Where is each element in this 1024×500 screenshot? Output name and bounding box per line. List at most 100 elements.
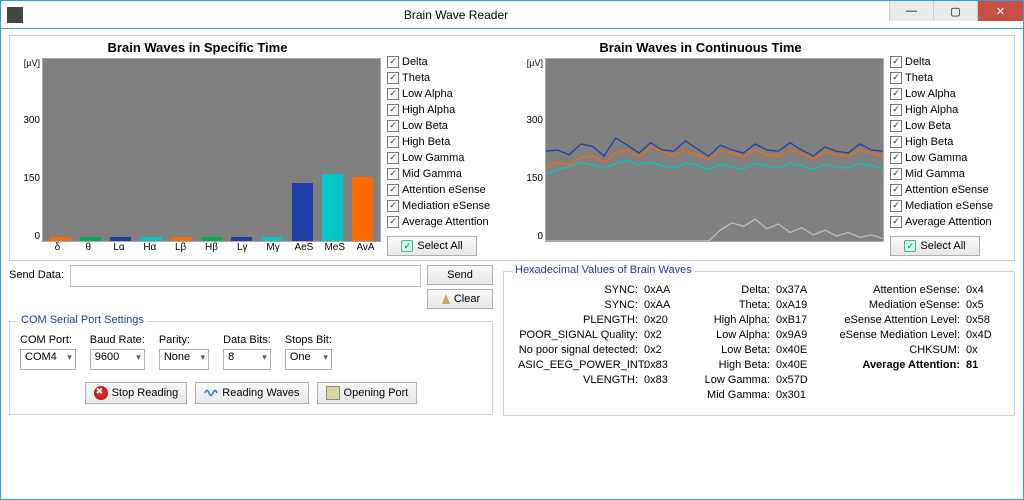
checkbox-icon[interactable] <box>387 216 399 228</box>
checkbox-icon[interactable] <box>387 168 399 180</box>
select-comport[interactable]: COM4 <box>20 349 76 370</box>
checkbox-icon[interactable] <box>387 88 399 100</box>
checkbox-icon[interactable] <box>890 136 902 148</box>
legend-item-low-beta[interactable]: Low Beta <box>890 118 1010 133</box>
chart2-title: Brain Waves in Continuous Time <box>517 40 884 58</box>
legend-item-mediation-esense[interactable]: Mediation eSense <box>890 198 1010 213</box>
reading-waves-button[interactable]: Reading Waves <box>195 382 308 404</box>
legend-item-high-alpha[interactable]: High Alpha <box>890 102 1010 117</box>
legend-label: Mediation eSense <box>402 200 490 212</box>
opening-port-button[interactable]: Opening Port <box>317 382 418 404</box>
legend-label: High Beta <box>402 136 450 148</box>
send-input[interactable] <box>70 265 421 287</box>
checkbox-icon[interactable] <box>387 184 399 196</box>
bar-θ <box>80 237 101 241</box>
window-title: Brain Wave Reader <box>23 8 889 22</box>
clear-button[interactable]: Clear <box>427 289 493 309</box>
hex-row: VLENGTH:0x83 <box>518 374 678 386</box>
send-label: Send Data: <box>9 265 64 281</box>
legend-item-mediation-esense[interactable]: Mediation eSense <box>387 198 507 213</box>
select-databits[interactable]: 8 <box>223 349 271 370</box>
bar-Lα <box>110 237 131 241</box>
legend-item-attention-esense[interactable]: Attention eSense <box>890 182 1010 197</box>
legend-label: Mid Gamma <box>905 168 965 180</box>
field-label: Data Bits: <box>223 334 271 346</box>
stop-reading-button[interactable]: Stop Reading <box>85 382 188 404</box>
hex-row: Mid Gamma:0x301 <box>696 389 810 401</box>
hex-row: No poor signal detected:0x2 <box>518 344 678 356</box>
hex-row: PLENGTH:0x20 <box>518 314 678 326</box>
checkbox-icon[interactable] <box>387 136 399 148</box>
checkbox-icon[interactable] <box>890 88 902 100</box>
bar-Lβ <box>171 237 192 241</box>
hex-row: Low Gamma:0x57D <box>696 374 810 386</box>
app-window: Brain Wave Reader — ▢ ✕ Brain Waves in S… <box>0 0 1024 500</box>
select-all-button[interactable]: Select All <box>890 236 980 256</box>
legend-item-average-attention[interactable]: Average Attention <box>387 214 507 229</box>
select-baudrate[interactable]: 9600 <box>90 349 145 370</box>
chart2-plot <box>545 58 884 242</box>
legend-item-theta[interactable]: Theta <box>890 70 1010 85</box>
checkbox-icon[interactable] <box>890 184 902 196</box>
field-label: COM Port: <box>20 334 76 346</box>
legend-label: Attention eSense <box>402 184 486 196</box>
checkbox-icon[interactable] <box>890 216 902 228</box>
legend-label: High Beta <box>905 136 953 148</box>
chart2-xaxis <box>545 242 884 256</box>
field-label: Stops Bit: <box>285 334 332 346</box>
legend-item-delta[interactable]: Delta <box>387 54 507 69</box>
field-label: Baud Rate: <box>90 334 145 346</box>
hex-row: Theta:0xA19 <box>696 299 810 311</box>
select-all-button[interactable]: Select All <box>387 236 477 256</box>
send-button[interactable]: Send <box>427 265 493 285</box>
legend-item-low-alpha[interactable]: Low Alpha <box>387 86 507 101</box>
checkbox-icon[interactable] <box>387 56 399 68</box>
checkbox-icon[interactable] <box>387 104 399 116</box>
check-icon <box>904 240 916 252</box>
checkbox-icon[interactable] <box>890 72 902 84</box>
chart1-xaxis: δθLαHαLβHβLγMγAeSMeSAvA <box>42 242 381 256</box>
minimize-button[interactable]: — <box>889 1 933 21</box>
legend-item-delta[interactable]: Delta <box>890 54 1010 69</box>
legend-item-average-attention[interactable]: Average Attention <box>890 214 1010 229</box>
chart2-yaxis: [µV] 300 150 0 <box>517 58 545 256</box>
maximize-button[interactable]: ▢ <box>933 1 977 21</box>
field-label: Parity: <box>159 334 209 346</box>
chart1-title: Brain Waves in Specific Time <box>14 40 381 58</box>
select-stopsbit[interactable]: One <box>285 349 332 370</box>
checkbox-icon[interactable] <box>890 104 902 116</box>
checkbox-icon[interactable] <box>387 152 399 164</box>
checkbox-icon[interactable] <box>890 200 902 212</box>
checkbox-icon[interactable] <box>890 120 902 132</box>
legend-item-high-beta[interactable]: High Beta <box>387 134 507 149</box>
chart-continuous-panel: Brain Waves in Continuous Time [µV] 300 … <box>517 40 1010 256</box>
legend-item-low-alpha[interactable]: Low Alpha <box>890 86 1010 101</box>
legend-item-high-alpha[interactable]: High Alpha <box>387 102 507 117</box>
checkbox-icon[interactable] <box>387 72 399 84</box>
legend-item-high-beta[interactable]: High Beta <box>890 134 1010 149</box>
select-parity[interactable]: None <box>159 349 209 370</box>
checkbox-icon[interactable] <box>387 200 399 212</box>
checkbox-icon[interactable] <box>890 168 902 180</box>
legend-label: Mid Gamma <box>402 168 462 180</box>
checkbox-icon[interactable] <box>890 152 902 164</box>
titlebar: Brain Wave Reader — ▢ ✕ <box>1 1 1023 29</box>
close-button[interactable]: ✕ <box>977 1 1023 21</box>
legend-item-low-beta[interactable]: Low Beta <box>387 118 507 133</box>
legend-item-mid-gamma[interactable]: Mid Gamma <box>387 166 507 181</box>
legend-item-attention-esense[interactable]: Attention eSense <box>387 182 507 197</box>
hex-row: eSense Mediation Level:0x4D <box>828 329 1000 341</box>
charts-row: Brain Waves in Specific Time [µV] 300 15… <box>9 35 1015 261</box>
bar-AvA <box>352 177 373 241</box>
hex-row: ASIC_EEG_POWER_INT:0x83 <box>518 359 678 371</box>
legend-item-low-gamma[interactable]: Low Gamma <box>387 150 507 165</box>
legend-item-theta[interactable]: Theta <box>387 70 507 85</box>
check-icon <box>401 240 413 252</box>
checkbox-icon[interactable] <box>890 56 902 68</box>
chart1-legend: DeltaThetaLow AlphaHigh AlphaLow Beta Hig… <box>387 40 507 256</box>
checkbox-icon[interactable] <box>387 120 399 132</box>
bar-δ <box>50 237 71 241</box>
legend-item-mid-gamma[interactable]: Mid Gamma <box>890 166 1010 181</box>
legend-item-low-gamma[interactable]: Low Gamma <box>890 150 1010 165</box>
hex-row: Low Alpha:0x9A9 <box>696 329 810 341</box>
